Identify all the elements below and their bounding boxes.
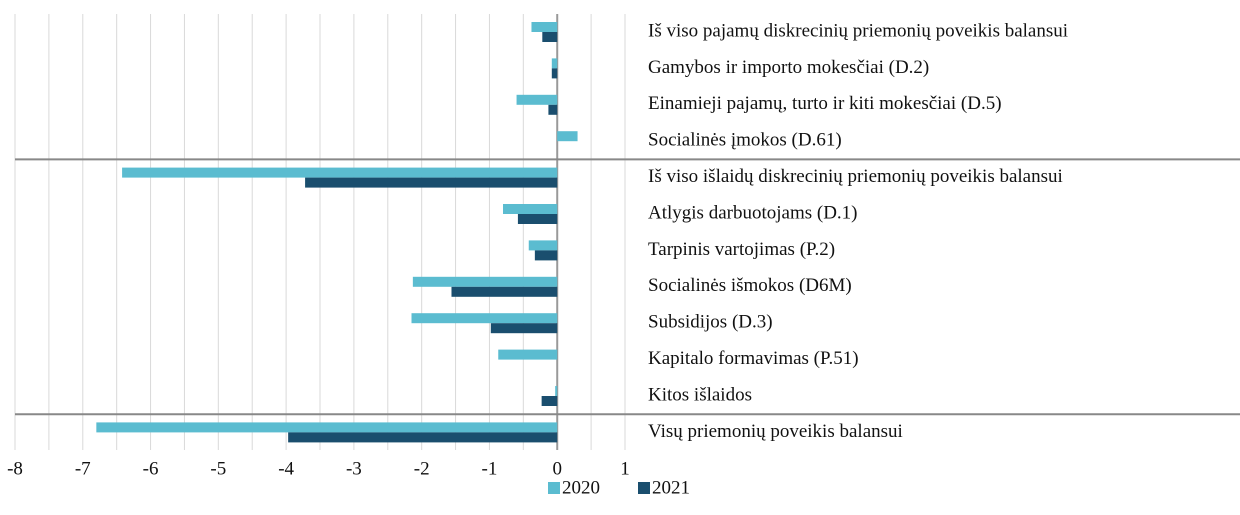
x-tick-label: -5 [210,458,226,479]
x-tick-label: -7 [75,458,91,479]
legend-swatch [548,482,560,494]
bar [542,32,558,42]
bar [451,286,558,297]
bar [541,396,558,406]
bar [517,214,558,224]
x-tick-label: -6 [143,458,159,479]
bar [122,167,558,178]
x-tick-label: -1 [482,458,498,479]
category-label: Subsidijos (D.3) [648,312,773,333]
bar [516,94,558,105]
category-label: Gamybos ir importo mokesčiai (D.2) [648,57,929,78]
bar [288,432,558,443]
x-tick-label: 1 [620,458,630,479]
bar [551,68,558,79]
x-tick-label: -8 [7,458,23,479]
x-tick-label: -2 [414,458,430,479]
bar [557,131,578,142]
category-label: Tarpinis vartojimas (P.2) [648,239,835,260]
legend-label: 2020 [562,477,600,498]
bar [548,104,558,115]
bar [555,386,558,396]
bar [503,204,558,214]
bar [498,349,558,360]
category-label: Iš viso išlaidų diskrecinių priemonių po… [648,166,1063,187]
category-label: Iš viso pajamų diskrecinių priemonių pov… [648,20,1068,41]
bar [531,22,558,32]
bar [534,250,558,261]
legend-label: 2021 [652,477,690,498]
category-label: Atlygis darbuotojams (D.1) [648,202,858,223]
x-tick-label: -4 [278,458,294,479]
x-tick-label: 0 [552,458,562,479]
x-tick-label: -3 [346,458,362,479]
category-label: Socialinės išmokos (D6M) [648,275,852,296]
bar [96,422,558,433]
bar [551,58,558,69]
category-label: Visų priemonių poveikis balansui [648,421,903,442]
legend-swatch [638,482,650,494]
category-label: Kapitalo formavimas (P.51) [648,348,859,369]
bar [411,313,558,324]
category-label: Einamieji pajamų, turto ir kiti mokesčia… [648,93,1002,114]
category-label: Socialinės įmokos (D.61) [648,130,842,151]
category-label: Kitos išlaidos [648,384,752,405]
bar [490,323,558,334]
bar [412,276,558,287]
bar [528,240,558,251]
bar [305,177,558,188]
